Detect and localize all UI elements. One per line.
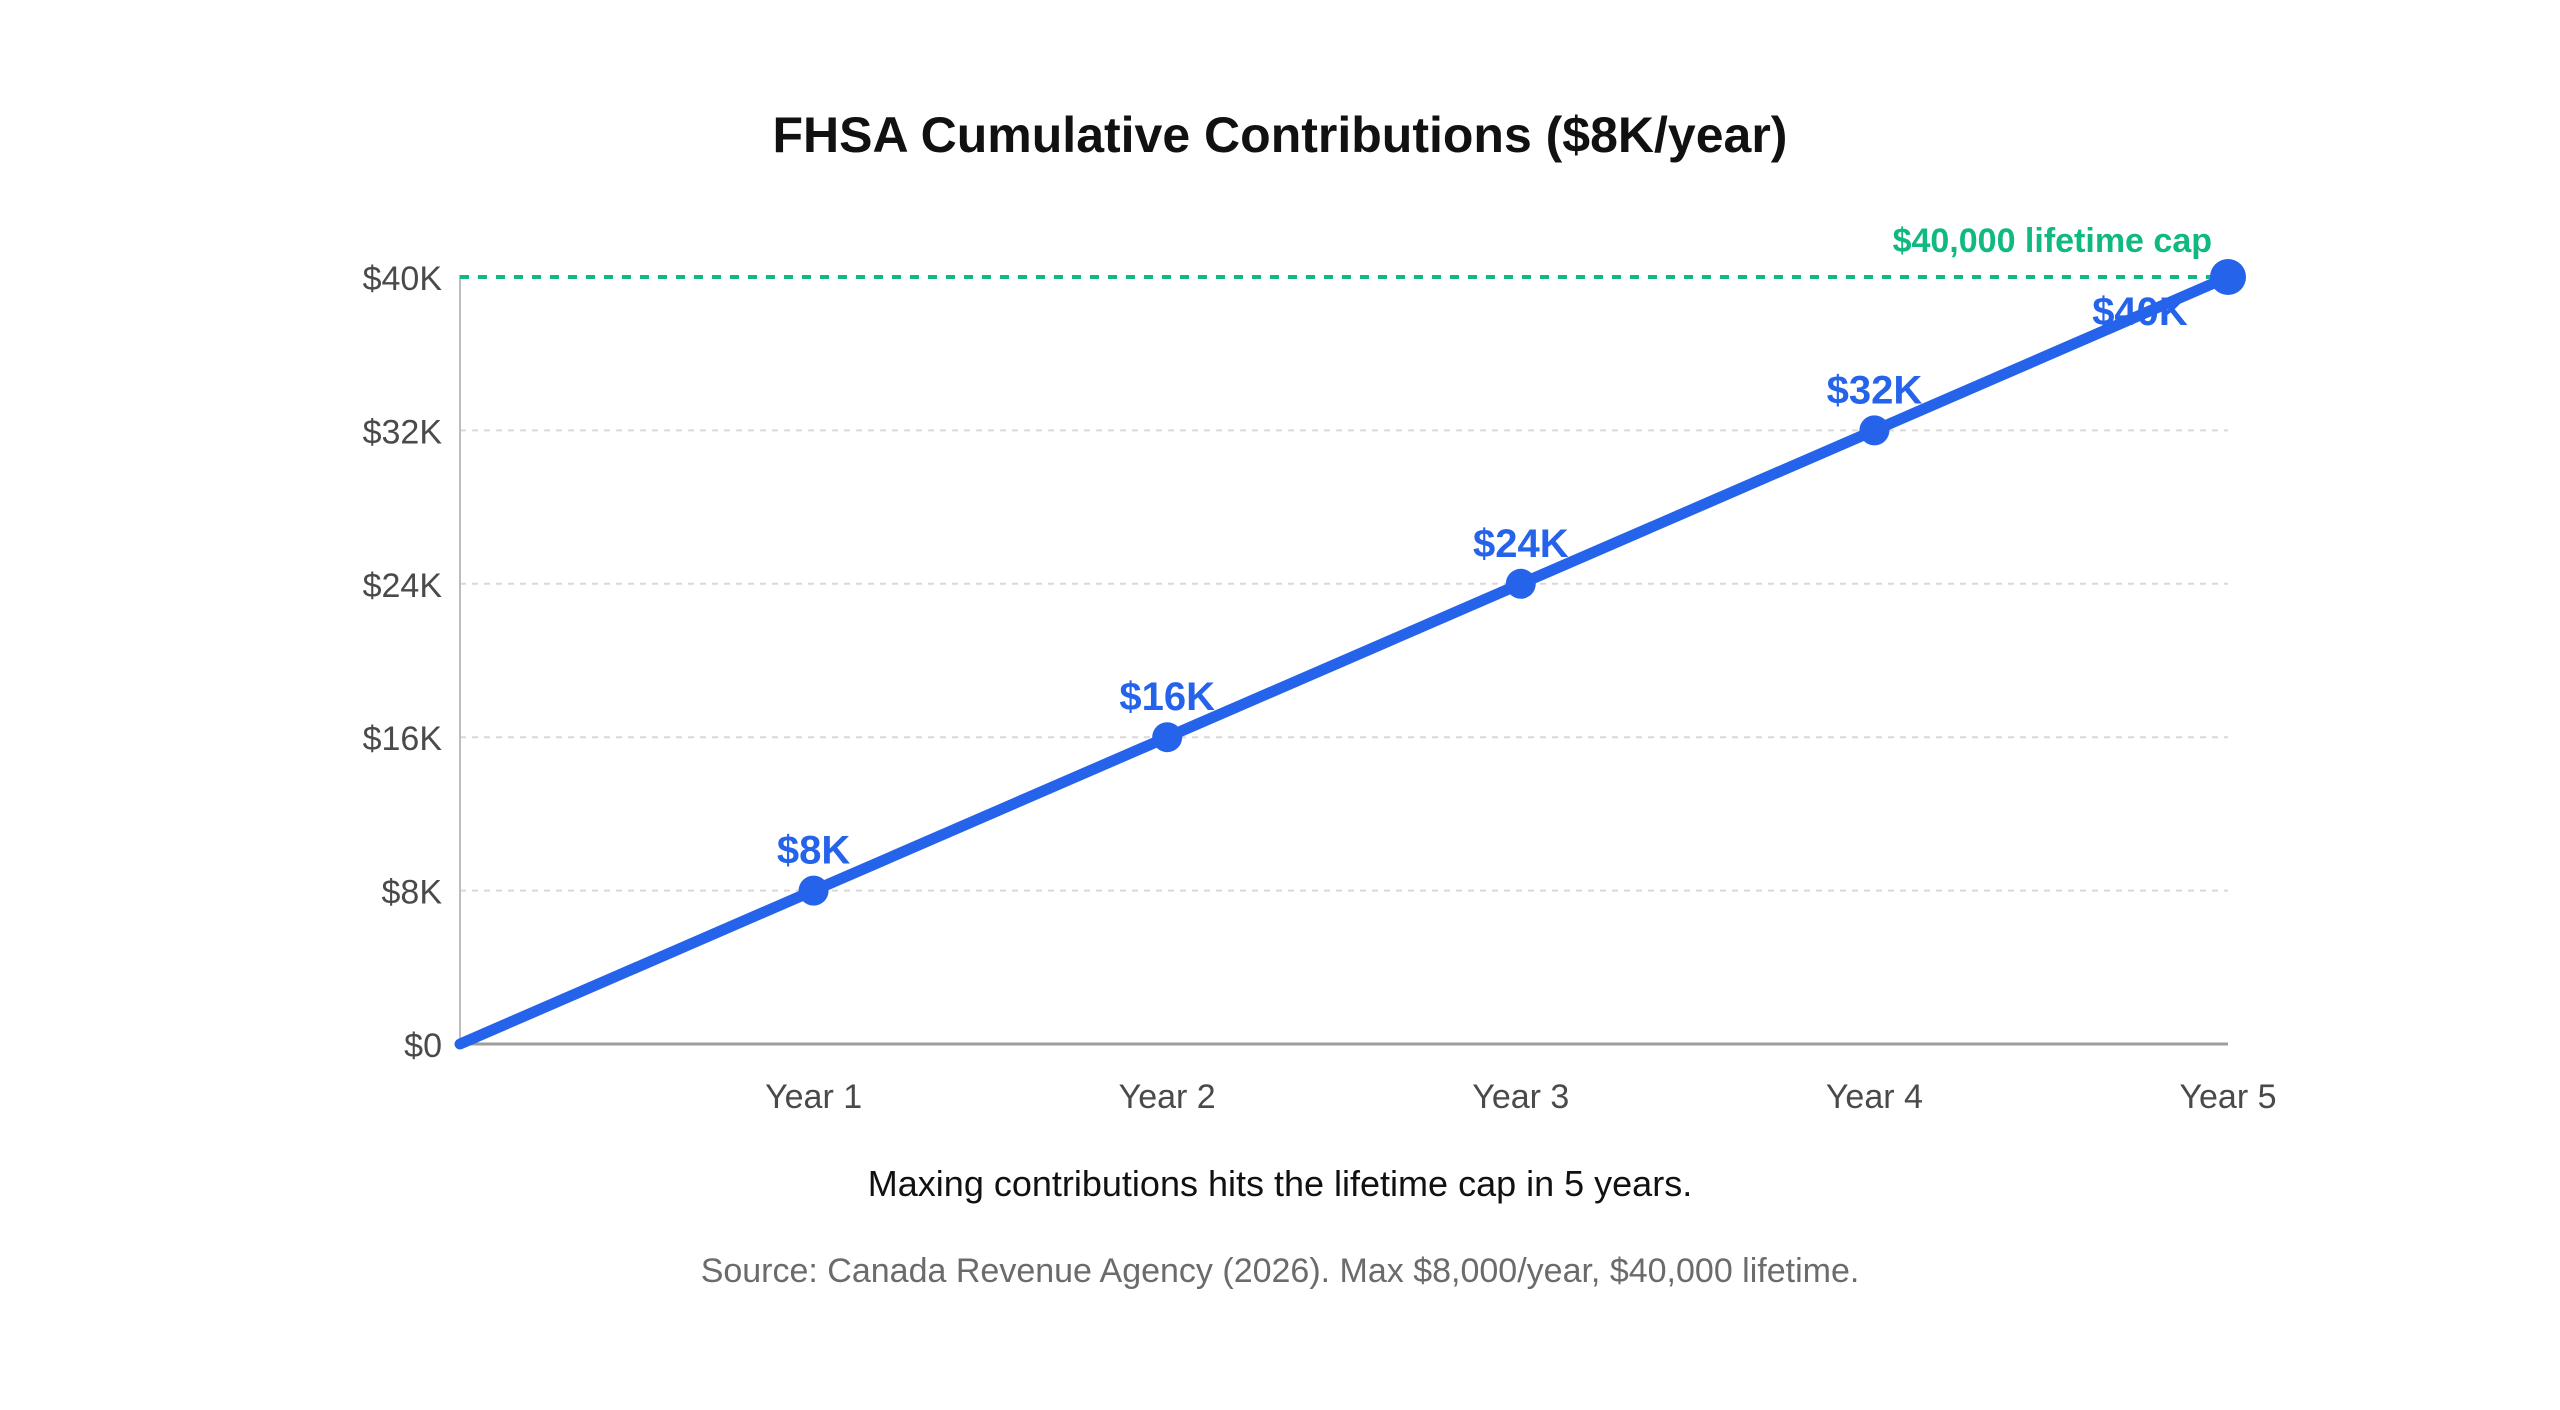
y-tick-label: $24K <box>363 567 443 605</box>
chart-source: Source: Canada Revenue Agency (2026). Ma… <box>701 1252 1860 1290</box>
data-labels: $8K $16K $24K $32K $40K <box>777 290 2188 873</box>
axes: $0 $8K $16K $24K $32K $40K Year 1 Year 2 Year 3 Y… <box>363 260 2277 1116</box>
chart-subtitle: Maxing contributions hits the lifetime c… <box>868 1163 1692 1204</box>
data-label: $8K <box>777 829 850 873</box>
x-tick-label: Year 2 <box>1119 1078 1216 1116</box>
x-tick-label: Year 1 <box>765 1078 862 1116</box>
data-label: $16K <box>1119 675 1215 719</box>
reference-line-group: $40,000 lifetime cap <box>460 222 2228 279</box>
y-tick-label: $16K <box>363 720 443 758</box>
data-point <box>1505 568 1536 599</box>
y-tick-label: $8K <box>382 874 443 912</box>
data-point <box>2210 259 2246 295</box>
data-point <box>798 875 829 906</box>
lifetime-cap-label: $40,000 lifetime cap <box>1893 222 2212 260</box>
data-point <box>1859 415 1890 446</box>
x-tick-label: Year 3 <box>1472 1078 1569 1116</box>
x-tick-label: Year 4 <box>1826 1078 1923 1116</box>
series-line <box>454 271 2234 1050</box>
data-label: $24K <box>1473 522 1569 566</box>
data-label: $32K <box>1827 368 1923 412</box>
x-tick-label: Year 5 <box>2179 1078 2276 1116</box>
y-tick-label: $0 <box>404 1027 442 1065</box>
data-label: $40K <box>2092 290 2188 334</box>
y-tick-label: $32K <box>363 413 443 451</box>
chart-title: FHSA Cumulative Contributions ($8K/year) <box>773 107 1788 163</box>
data-point <box>1152 722 1183 753</box>
y-tick-label: $40K <box>363 260 443 298</box>
series-group <box>454 259 2246 1050</box>
